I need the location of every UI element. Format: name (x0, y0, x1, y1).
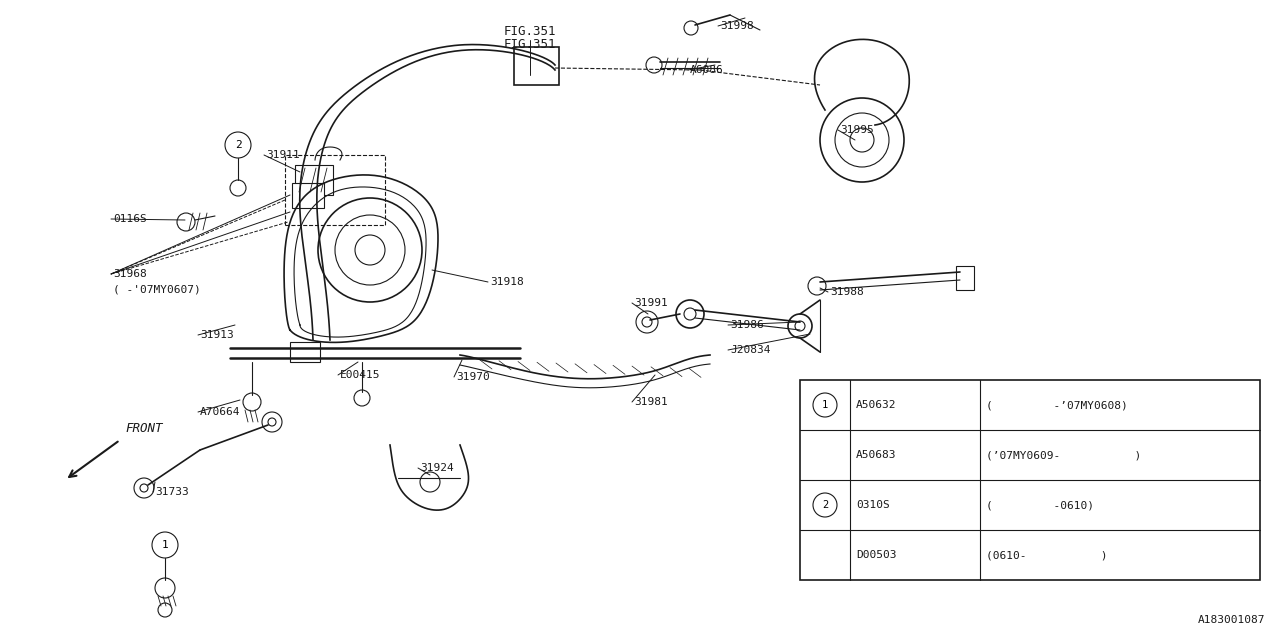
Circle shape (795, 321, 805, 331)
Circle shape (355, 235, 385, 265)
Text: 31733: 31733 (155, 487, 188, 497)
Text: FIG.351: FIG.351 (504, 25, 557, 38)
Text: FRONT: FRONT (125, 422, 163, 435)
Text: 0310S: 0310S (856, 500, 890, 510)
Circle shape (268, 418, 276, 426)
Text: 31913: 31913 (200, 330, 234, 340)
Text: A6086: A6086 (690, 65, 723, 75)
Text: 31968: 31968 (113, 269, 147, 279)
Text: FIG.351: FIG.351 (504, 38, 557, 51)
Bar (292, 183, 324, 208)
Text: 31991: 31991 (634, 298, 668, 308)
Circle shape (684, 308, 696, 320)
Text: 2: 2 (234, 140, 242, 150)
Text: A70664: A70664 (200, 407, 241, 417)
Text: ( -'07MY0607): ( -'07MY0607) (113, 285, 201, 295)
Bar (515, 47, 559, 85)
Text: 31995: 31995 (840, 125, 874, 135)
Text: 31998: 31998 (719, 21, 754, 31)
Text: 31918: 31918 (490, 277, 524, 287)
Text: (         -’07MY0608): ( -’07MY0608) (986, 400, 1128, 410)
Circle shape (850, 128, 874, 152)
Circle shape (140, 484, 148, 492)
Text: 2: 2 (822, 500, 828, 510)
Text: (’07MY0609-           ): (’07MY0609- ) (986, 450, 1142, 460)
Text: 1: 1 (161, 540, 169, 550)
Text: 31970: 31970 (456, 372, 490, 382)
Text: 31924: 31924 (420, 463, 453, 473)
Circle shape (643, 317, 652, 327)
Bar (956, 266, 974, 290)
Text: (         -0610): ( -0610) (986, 500, 1094, 510)
Bar (294, 165, 333, 195)
Text: A183001087: A183001087 (1198, 615, 1265, 625)
Text: A50632: A50632 (856, 400, 896, 410)
Bar (285, 155, 385, 225)
Bar (800, 380, 1260, 580)
Text: J20834: J20834 (730, 345, 771, 355)
Text: E00415: E00415 (340, 370, 380, 380)
Text: 0116S: 0116S (113, 214, 147, 224)
Text: A50683: A50683 (856, 450, 896, 460)
Text: 31988: 31988 (829, 287, 864, 297)
Text: D00503: D00503 (856, 550, 896, 560)
Bar (291, 342, 320, 362)
Text: 31911: 31911 (266, 150, 300, 160)
Text: (0610-           ): (0610- ) (986, 550, 1107, 560)
Text: 1: 1 (822, 400, 828, 410)
Text: 31981: 31981 (634, 397, 668, 407)
Text: 31986: 31986 (730, 320, 764, 330)
